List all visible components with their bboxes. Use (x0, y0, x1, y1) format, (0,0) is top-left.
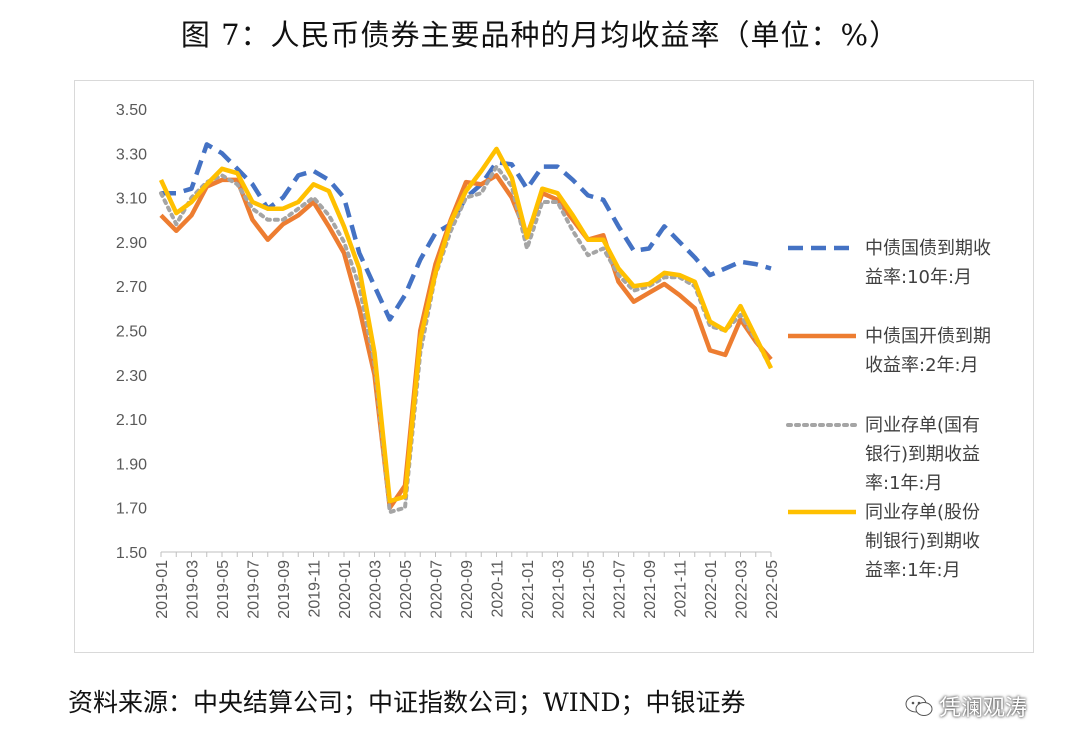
legend-label: 益率:10年:月 (865, 267, 972, 288)
x-tick-label: 2019-11 (307, 560, 324, 618)
x-tick-label: 2021-03 (551, 560, 568, 619)
chart-frame: 3.50 3.30 3.10 2.90 2.70 2.50 2.30 2.10 1.90 1.70… (74, 80, 1034, 653)
y-tick-label: 3.30 (116, 146, 147, 163)
y-tick-label: 2.30 (116, 368, 147, 385)
x-tick-label: 2020-09 (459, 560, 476, 619)
wechat-icon (905, 695, 933, 716)
legend-label: 同业存单(股份 (865, 502, 980, 523)
series-line-2 (159, 173, 773, 510)
x-tick-label: 2020-01 (337, 560, 354, 619)
x-tick-label: 2020-05 (398, 560, 415, 619)
x-tick-label: 2020-07 (429, 560, 446, 619)
legend-label: 率:1年:月 (865, 473, 943, 494)
x-tick-label: 2022-01 (703, 560, 720, 619)
legend-label: 中债国开债到期 (865, 326, 991, 347)
source-note: 资料来源：中央结算公司；中证指数公司；WIND；中银证券 (68, 688, 746, 717)
y-axis: 3.50 3.30 3.10 2.90 2.70 2.50 2.30 2.10 1.90 1.70… (116, 102, 147, 562)
watermark: 凭澜观涛 (905, 690, 1027, 722)
series-line-4 (158, 146, 774, 504)
x-tick-label: 2019-05 (215, 560, 232, 619)
x-tick-label: 2020-11 (490, 560, 507, 618)
y-tick-label: 2.90 (116, 235, 147, 252)
legend-label: 同业存单(国有 (865, 415, 980, 436)
x-tick-label: 2021-07 (612, 560, 629, 619)
legend-label: 银行)到期收益 (865, 444, 980, 465)
legend-label: 中债国债到期收 (865, 238, 991, 259)
x-tick-label: 2022-03 (734, 560, 751, 619)
legend-label: 制银行)到期收 (865, 531, 980, 552)
y-tick-label: 1.70 (116, 501, 147, 518)
x-tick-label: 2019-03 (185, 560, 202, 619)
x-tick-label: 2021-11 (673, 560, 690, 618)
x-tick-label: 2020-03 (368, 560, 385, 619)
line-chart: 3.50 3.30 3.10 2.90 2.70 2.50 2.30 2.10 1.90 1.70… (116, 102, 991, 619)
series-layer (158, 142, 774, 515)
y-tick-label: 2.10 (116, 412, 147, 429)
x-axis: 2019-01 2019-03 2019-05 2019-07 2019-09 2019-… (154, 551, 781, 619)
y-tick-label: 2.70 (116, 279, 147, 296)
legend-label: 收益率:2年:月 (865, 355, 979, 376)
y-tick-label: 3.10 (116, 191, 147, 208)
x-tick-label: 2019-01 (154, 560, 171, 619)
series-line-3 (159, 164, 773, 515)
legend: 中债国债到期收益率:10年:月中债国开债到期收益率:2年:月同业存单(国有银行)… (786, 238, 991, 581)
x-tick-label: 2019-09 (276, 560, 293, 619)
x-tick-label: 2021-09 (642, 560, 659, 619)
x-tick-label: 2019-07 (246, 560, 263, 619)
chart-title: 图 7：人民币债券主要品种的月均收益率（单位：%） (180, 18, 900, 52)
y-tick-label: 3.50 (116, 102, 147, 119)
x-tick-label: 2021-05 (581, 560, 598, 619)
y-tick-label: 2.50 (116, 324, 147, 341)
x-tick-label: 2022-05 (764, 560, 781, 619)
watermark-label: 凭澜观涛 (939, 696, 1028, 721)
x-tick-label: 2021-01 (520, 560, 537, 619)
y-tick-label: 1.50 (116, 545, 147, 562)
legend-label: 益率:1年:月 (865, 560, 961, 581)
y-tick-label: 1.90 (116, 456, 147, 473)
